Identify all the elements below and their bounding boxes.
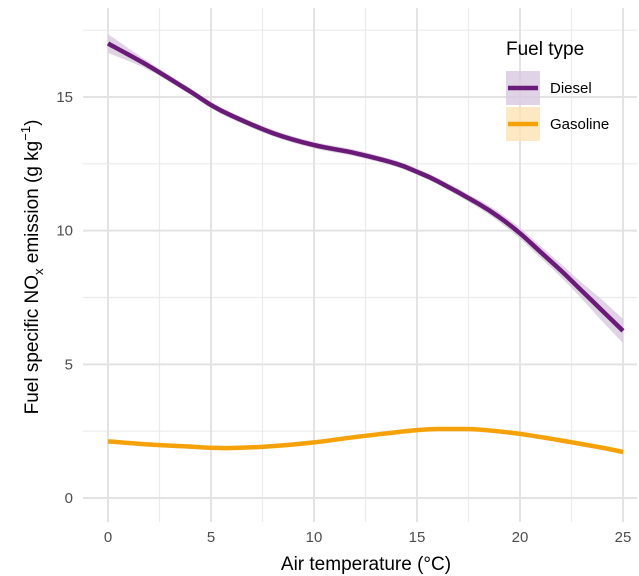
- y-tick-label: 15: [56, 89, 73, 106]
- y-tick-label: 10: [56, 223, 73, 240]
- x-tick-label: 0: [104, 529, 112, 546]
- x-tick-label: 10: [306, 529, 323, 546]
- x-tick-label: 25: [615, 529, 632, 546]
- y-axis-ticks: 0 5 10 15: [56, 89, 73, 507]
- gasoline-line: [107, 426, 624, 455]
- series-lines: [106, 41, 625, 455]
- gasoline-legend-label: Gasoline: [550, 116, 609, 133]
- x-tick-label: 20: [512, 529, 529, 546]
- x-tick-label: 15: [409, 529, 426, 546]
- major-grid: [83, 8, 637, 522]
- y-tick-label: 5: [65, 356, 73, 373]
- x-tick-label: 5: [207, 529, 215, 546]
- legend-title: Fuel type: [506, 39, 584, 60]
- legend: Fuel type Diesel Gasoline: [506, 39, 609, 141]
- x-axis-title: Air temperature (°C): [281, 554, 451, 575]
- diesel-legend-label: Diesel: [550, 80, 592, 97]
- minor-grid: [83, 8, 637, 522]
- legend-items: Diesel Gasoline: [506, 71, 609, 141]
- x-axis-ticks: 0 5 10 15 20 25: [104, 529, 632, 546]
- y-axis-title: Fuel specific NOx emission (g kg−1): [18, 120, 46, 415]
- y-tick-label: 0: [65, 490, 73, 507]
- diesel-line: [106, 41, 625, 333]
